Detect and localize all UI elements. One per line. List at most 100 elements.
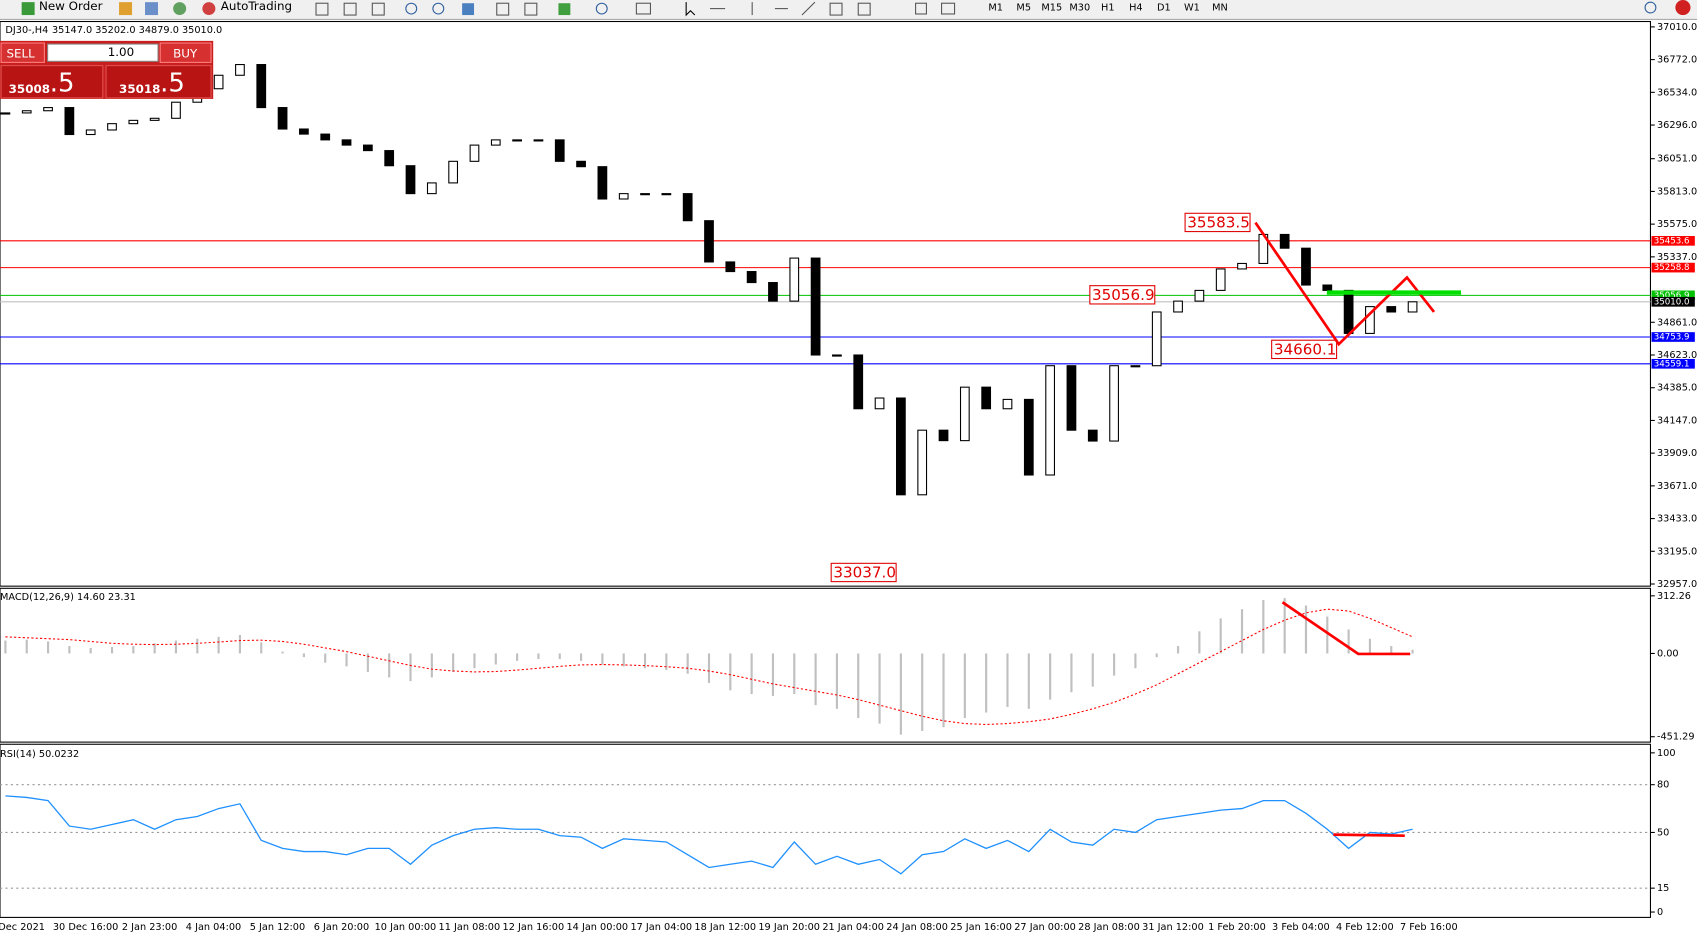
candle — [362, 144, 373, 152]
channel-tool[interactable] — [829, 2, 843, 16]
indicators[interactable] — [558, 3, 571, 16]
new-order-button[interactable]: New Order — [39, 0, 103, 13]
candle — [1066, 365, 1077, 431]
candle — [938, 429, 949, 442]
toolbar-icon[interactable] — [462, 3, 475, 16]
y-tick-label: 33433.0 — [1657, 514, 1697, 525]
candle — [1130, 365, 1141, 368]
candle — [171, 101, 181, 119]
candle — [853, 354, 864, 410]
toolbar — [0, 0, 1697, 20]
y-tick-label: 32957.0 — [1657, 579, 1697, 590]
lot-input[interactable] — [47, 43, 159, 62]
candle — [320, 133, 331, 141]
candle — [1301, 247, 1311, 286]
sell-button[interactable] — [0, 42, 45, 63]
time-label: 6 Jan 20:00 — [314, 922, 369, 933]
price-level-tag — [1651, 262, 1695, 273]
candle — [1045, 365, 1055, 476]
candle — [512, 139, 522, 142]
zoom-in[interactable] — [405, 2, 418, 15]
candle — [128, 119, 139, 125]
toolbar-icons — [315, 0, 1691, 17]
y-tick-label: 34147.0 — [1657, 415, 1697, 426]
timeframe-button[interactable]: M5 — [1016, 3, 1031, 14]
candle — [1365, 306, 1375, 334]
toolbar-icon[interactable] — [524, 2, 538, 16]
label-tool[interactable] — [915, 2, 927, 15]
toolbar-icon[interactable] — [315, 2, 329, 16]
fibo-tool[interactable] — [857, 2, 871, 16]
annotation: 35056.9 — [1092, 286, 1155, 304]
bid-frac: .5 — [50, 68, 75, 98]
price-level-label: 35453.6 — [1654, 236, 1690, 246]
toolbar-icon[interactable] — [496, 2, 510, 16]
time-label: 27 Jan 00:00 — [1014, 922, 1076, 933]
buy-price[interactable] — [105, 65, 212, 99]
candle — [789, 257, 800, 302]
price-level-tag — [1651, 358, 1695, 369]
timeframe-button[interactable]: M1 — [988, 3, 1003, 14]
candle — [640, 193, 650, 196]
search[interactable] — [1644, 1, 1657, 14]
y-tick-label: 35575.0 — [1657, 219, 1697, 230]
zoom-out[interactable] — [432, 2, 445, 15]
timeframe-button[interactable]: W1 — [1184, 3, 1200, 14]
periods[interactable] — [595, 2, 608, 15]
candle — [810, 257, 821, 356]
time-label: 25 Jan 16:00 — [950, 922, 1012, 933]
y-tick-label: 36051.0 — [1657, 154, 1697, 165]
toolbar-icon[interactable] — [343, 2, 357, 16]
annotation: 35583.5 — [1187, 214, 1250, 232]
toolbar-icon[interactable] — [173, 2, 187, 16]
trade-panel: SELL 1.00 BUY 35008 .5 35018 .5 — [0, 40, 214, 99]
sell-label: SELL — [6, 46, 35, 60]
candle — [1279, 233, 1290, 249]
candle — [832, 354, 842, 357]
candle — [426, 182, 437, 195]
y-tick-label: 50 — [1657, 827, 1669, 838]
annotation-box — [1271, 339, 1338, 360]
notifications[interactable] — [1675, 0, 1691, 16]
y-tick-label: 34385.0 — [1657, 383, 1697, 394]
y-tick-label: 0.00 — [1657, 648, 1679, 659]
new-order-icon — [21, 2, 35, 16]
sell-price[interactable] — [0, 65, 104, 99]
candle — [597, 166, 608, 200]
time-label: 4 Jan 04:00 — [186, 922, 241, 933]
toolbar-icon[interactable] — [119, 2, 133, 16]
timeframe-button[interactable]: H1 — [1101, 3, 1115, 14]
toolbar-icon[interactable] — [145, 2, 159, 16]
buy-button[interactable] — [159, 42, 212, 63]
auto-trading-button[interactable]: AutoTrading — [221, 0, 292, 13]
auto-trading-icon — [202, 2, 216, 16]
timeframe-button[interactable]: M30 — [1069, 3, 1090, 14]
time-label: 18 Jan 12:00 — [694, 922, 756, 933]
macd-signal — [5, 608, 1413, 726]
timeframe-button[interactable]: MN — [1212, 3, 1228, 14]
price-level-label: 35056.9 — [1654, 291, 1690, 301]
cursor-tool[interactable] — [685, 2, 696, 17]
timeframe-button[interactable]: D1 — [1157, 3, 1171, 14]
toolbar-icon[interactable] — [371, 2, 385, 16]
macd-arrow — [1281, 601, 1411, 656]
candle — [85, 129, 96, 136]
timeframe-button[interactable]: M15 — [1041, 3, 1062, 14]
price-level-label: 34753.9 — [1654, 333, 1690, 343]
candle — [874, 397, 885, 410]
candle — [235, 64, 245, 76]
timeframe-button[interactable]: H4 — [1129, 3, 1143, 14]
y-tick-label: 35813.0 — [1657, 186, 1697, 197]
time-label: 24 Jan 08:00 — [886, 922, 948, 933]
arrows-tool[interactable] — [941, 2, 956, 15]
trendline-tool[interactable] — [801, 1, 816, 16]
candle — [448, 160, 459, 184]
candle — [1322, 284, 1333, 291]
candle — [1194, 289, 1205, 302]
rsi-frame — [0, 743, 1652, 918]
rsi-arrow — [1333, 833, 1405, 838]
templates[interactable] — [635, 2, 651, 15]
time-label: 10 Jan 00:00 — [375, 922, 437, 933]
price-level-tag — [1651, 235, 1695, 246]
